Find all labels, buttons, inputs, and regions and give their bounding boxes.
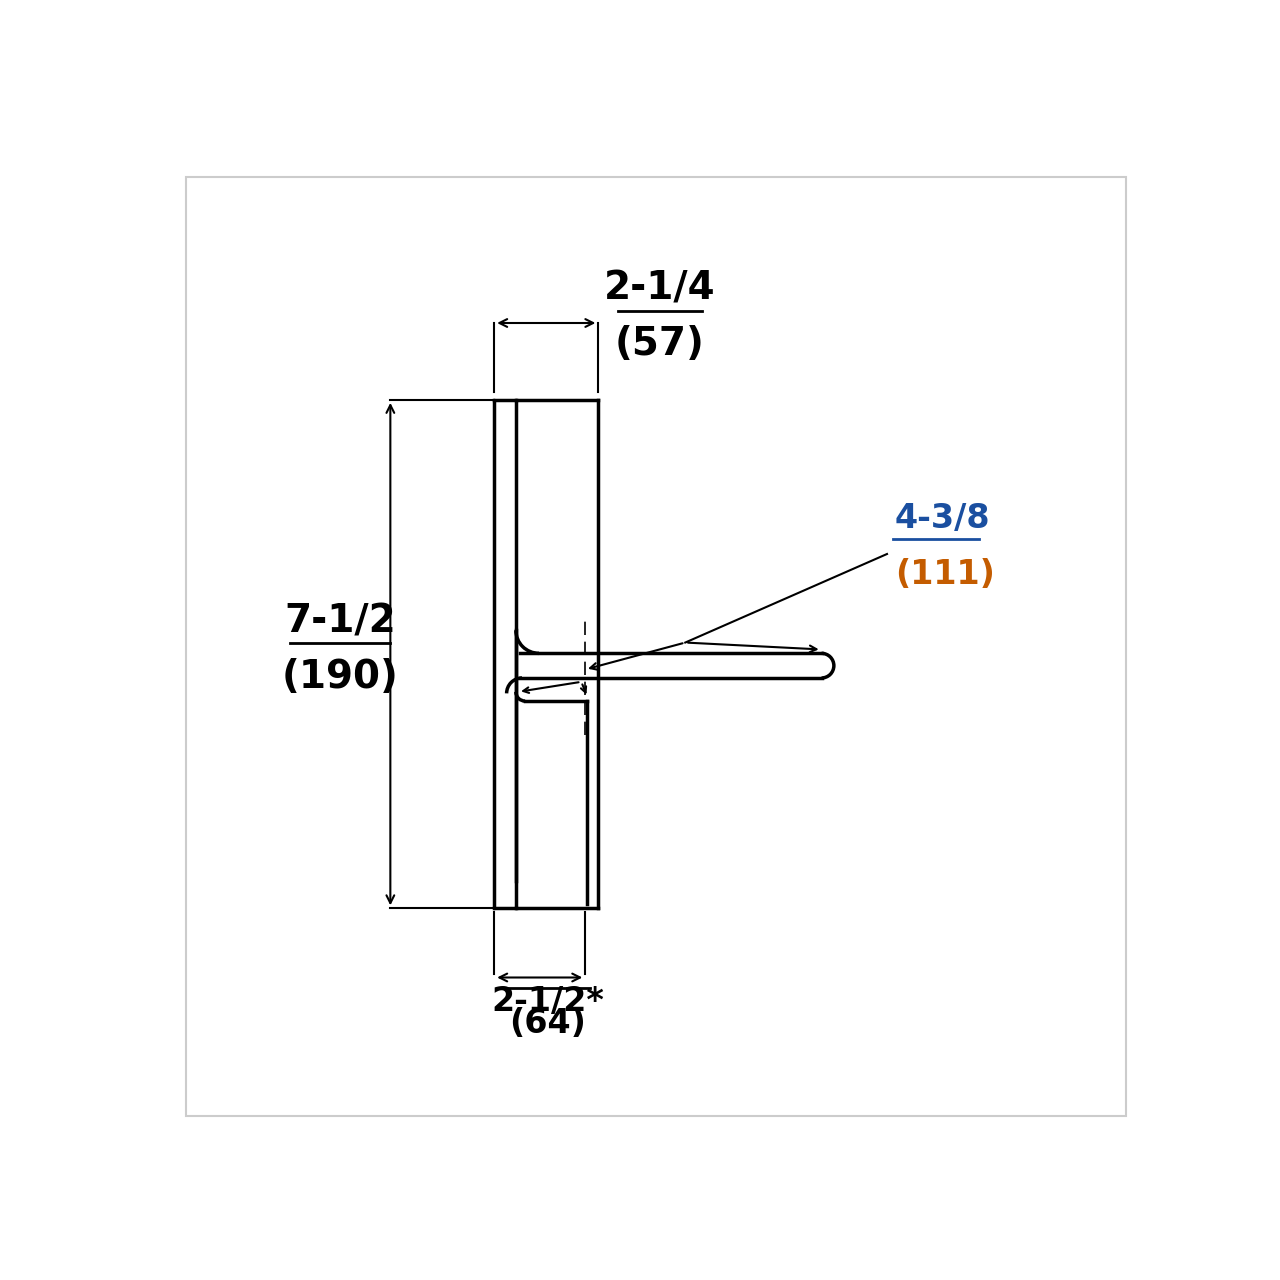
Text: (111): (111) <box>895 558 995 591</box>
Text: (190): (190) <box>282 658 399 696</box>
Text: 2-1/4: 2-1/4 <box>604 270 716 307</box>
Text: (64): (64) <box>509 1007 586 1039</box>
Text: 4-3/8: 4-3/8 <box>895 502 991 535</box>
Text: 2-1/2*: 2-1/2* <box>492 986 604 1018</box>
Text: (57): (57) <box>614 325 705 362</box>
Text: 7-1/2: 7-1/2 <box>284 602 397 640</box>
